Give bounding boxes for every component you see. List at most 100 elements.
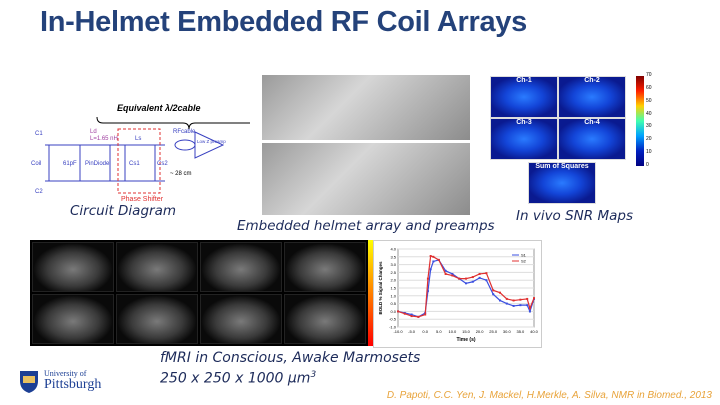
x-tick-label: 0.0 — [422, 329, 428, 334]
snr-map-ch1: Ch-1 — [490, 76, 558, 118]
colorbar-tick: 0 — [646, 161, 649, 168]
data-point — [417, 315, 420, 318]
data-point — [512, 304, 515, 307]
university-logo: University of Pittsburgh — [18, 368, 101, 394]
svg-text:L=1.65 nH: L=1.65 nH — [90, 136, 118, 142]
data-point — [519, 304, 522, 307]
svg-text:C1: C1 — [35, 131, 43, 137]
data-point — [424, 313, 427, 316]
y-tick-label: 4.0 — [390, 247, 396, 252]
x-tick-label: 15.0 — [462, 329, 471, 334]
colorbar-tick: 10 — [646, 149, 652, 156]
data-point — [432, 255, 435, 258]
activation-colorbar — [368, 240, 373, 346]
svg-text:RFcable: RFcable — [173, 129, 196, 135]
svg-text:~ 28 cm: ~ 28 cm — [170, 171, 192, 177]
brain-slice — [32, 242, 114, 292]
data-point — [485, 272, 488, 275]
data-point — [492, 289, 495, 292]
data-point — [505, 297, 508, 300]
y-tick-label: 0.0 — [390, 309, 396, 314]
circuit-diagram: Equivalent λ/2cable C1 C2 Coil LdL=1.65 nH… — [31, 103, 250, 203]
circuit-header: Equivalent λ/2cable — [117, 103, 201, 113]
brain-slice — [116, 294, 198, 344]
fmri-caption-line2: 250 x 250 x 1000 µm3 — [160, 370, 316, 387]
data-point — [499, 291, 501, 294]
logo-line1: University of — [44, 369, 87, 378]
colorbar-tick: 40 — [646, 110, 652, 117]
data-point — [429, 255, 432, 258]
legend-label: S1 — [521, 253, 527, 258]
svg-text:PinDiode: PinDiode — [85, 161, 110, 167]
series-line-S1 — [397, 259, 535, 318]
slide-title: In-Helmet Embedded RF Coil Arrays — [40, 6, 527, 38]
series-line-S2 — [397, 255, 535, 318]
data-point — [432, 260, 435, 263]
y-tick-label: 0.5 — [390, 301, 396, 306]
data-point — [478, 276, 481, 279]
svg-text:Ls: Ls — [135, 136, 141, 142]
data-point — [426, 277, 429, 280]
resolution-text: 250 x 250 x 1000 µm — [160, 370, 311, 387]
y-tick-label: 1.5 — [390, 286, 396, 291]
snr-caption: In vivo SNR Maps — [516, 208, 633, 224]
data-point — [437, 258, 440, 261]
colorbar — [636, 76, 644, 166]
data-point — [444, 272, 447, 275]
x-tick-label: 40.0 — [530, 329, 539, 334]
y-tick-label: -0.5 — [389, 317, 397, 322]
y-tick-label: 1.0 — [390, 293, 396, 298]
citation: D. Papoti, C.C. Yen, J. Mackel, H.Merkle… — [386, 390, 712, 401]
data-point — [492, 293, 495, 296]
x-tick-label: 5.0 — [436, 329, 442, 334]
colorbar-tick: 60 — [646, 84, 652, 91]
y-tick-label: 3.5 — [390, 254, 396, 259]
data-point — [397, 310, 399, 313]
y-tick-label: -1.0 — [389, 325, 397, 330]
brain-slice — [116, 242, 198, 292]
bold-chart: -1.0 -0.5 0.0 0.5 1.0 1.5 2.0 2.5 3.0 3.5 4.0 -10.0… — [373, 240, 542, 348]
brain-slice — [200, 294, 282, 344]
helmet-photo-bottom — [262, 143, 470, 215]
logo-line2: Pittsburgh — [44, 377, 102, 392]
x-tick-label: 35.0 — [517, 329, 526, 334]
y-tick-label: 2.0 — [390, 278, 396, 283]
pitt-crest-icon — [20, 371, 38, 393]
data-point — [478, 272, 481, 275]
snr-map-ch2: Ch-2 — [558, 76, 626, 118]
data-point — [426, 290, 429, 293]
data-point — [471, 276, 474, 279]
data-point — [499, 299, 501, 302]
brain-slice — [284, 242, 366, 292]
data-point — [403, 312, 406, 315]
x-tick-label: -10.0 — [393, 329, 403, 334]
brain-slice — [284, 294, 366, 344]
circuit-caption: Circuit Diagram — [70, 203, 177, 219]
svg-text:Coil: Coil — [31, 161, 41, 167]
fmri-caption-line1: fMRI in Conscious, Awake Marmosets — [160, 350, 421, 366]
data-point — [485, 279, 488, 282]
brain-slice — [32, 294, 114, 344]
colorbar-tick: 30 — [646, 123, 652, 130]
legend-label: S2 — [521, 259, 527, 264]
snr-map-sum: Sum of Squares — [528, 162, 596, 204]
snr-map-ch4: Ch-4 — [558, 118, 626, 160]
x-axis-label: Time (s) — [456, 337, 475, 343]
data-point — [505, 302, 508, 305]
data-point — [465, 282, 467, 285]
data-point — [528, 307, 531, 310]
y-axis-label: BOLD % Signal Changes — [378, 261, 383, 315]
data-point — [444, 269, 447, 272]
y-tick-label: 2.5 — [390, 270, 396, 275]
data-point — [429, 268, 432, 271]
data-point — [458, 277, 461, 280]
colorbar-tick: 20 — [646, 136, 652, 143]
snr-map-ch3: Ch-3 — [490, 118, 558, 160]
data-point — [528, 310, 531, 313]
x-tick-label: -5.0 — [408, 329, 416, 334]
data-point — [519, 298, 522, 301]
data-point — [526, 297, 529, 300]
svg-text:61pF: 61pF — [63, 161, 77, 167]
svg-text:Phase Shifter: Phase Shifter — [121, 196, 164, 203]
svg-text:C2: C2 — [35, 189, 43, 195]
